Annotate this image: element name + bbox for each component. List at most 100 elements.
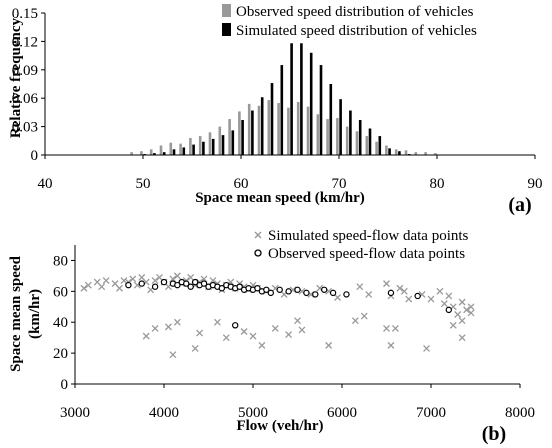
simulated-point-78 bbox=[271, 324, 279, 332]
observed-bar-56 bbox=[198, 136, 202, 155]
observed-bar-60 bbox=[238, 111, 241, 155]
simulated-point-18 bbox=[169, 275, 177, 283]
legend-label-observed-points: Observed speed-flow data points bbox=[268, 246, 465, 262]
simulated-point-14 bbox=[151, 277, 159, 284]
panel-b-x-axis-label: Flow (veh/hr) bbox=[236, 418, 323, 434]
b-y-tick-label-60: 60 bbox=[53, 284, 68, 300]
simulated-bar-69 bbox=[329, 84, 333, 155]
b-x-tick-label-7000: 7000 bbox=[416, 405, 446, 421]
simulated-point-89 bbox=[449, 321, 457, 329]
simulated-point-61 bbox=[458, 298, 466, 306]
simulated-point-72 bbox=[196, 329, 204, 337]
simulated-bar-59 bbox=[231, 130, 235, 155]
observed-point-9 bbox=[191, 278, 199, 286]
simulated-point-65 bbox=[458, 317, 466, 325]
simulated-point-70 bbox=[173, 318, 181, 326]
b-x-tick-label-5000: 5000 bbox=[238, 405, 268, 421]
b-y-tick-label-0: 0 bbox=[61, 377, 69, 393]
simulated-point-1 bbox=[84, 281, 92, 289]
simulated-bar-68 bbox=[319, 65, 323, 155]
panel-a-x-ticks: 40 50 60 70 80 90 bbox=[38, 155, 543, 192]
observed-bar-63 bbox=[267, 100, 271, 155]
simulated-point-88 bbox=[423, 345, 431, 352]
observed-bar-64 bbox=[277, 102, 280, 155]
simulated-point-84 bbox=[360, 312, 368, 320]
observed-point-26 bbox=[267, 289, 274, 297]
simulated-point-58 bbox=[445, 292, 453, 300]
a-x-tick-label-50: 50 bbox=[136, 176, 151, 192]
simulated-point-75 bbox=[240, 328, 248, 335]
simulated-point-82 bbox=[325, 341, 333, 349]
observed-bar-80 bbox=[434, 153, 437, 155]
observed-point-19 bbox=[236, 283, 243, 290]
panel-a-label: (a) bbox=[508, 194, 531, 216]
simulated-bar-57 bbox=[211, 138, 215, 155]
panel-b-label: (b) bbox=[482, 423, 506, 445]
panel-b-speed-flow: 3000 4000 5000 6000 7000 8000 0 20 40 60 80 Flow … bbox=[8, 228, 535, 445]
simulated-point-76 bbox=[249, 332, 257, 340]
simulated-bar-75 bbox=[388, 148, 391, 155]
panel-b-y-axis-label-line2: (km/hr) bbox=[27, 289, 43, 339]
observed-bar-76 bbox=[394, 149, 398, 155]
simulated-bar-55 bbox=[192, 144, 195, 155]
observed-point-25 bbox=[263, 286, 270, 293]
a-y-tick-label-0.12: 0.12 bbox=[12, 34, 38, 50]
simulated-point-71 bbox=[191, 345, 199, 352]
observed-point-23 bbox=[254, 285, 261, 292]
simulated-point-83 bbox=[351, 317, 359, 325]
simulated-bar-54 bbox=[182, 147, 186, 155]
legend-marker-simulated-x bbox=[254, 231, 262, 239]
observed-bar-50 bbox=[140, 151, 143, 155]
observed-point-31 bbox=[312, 291, 319, 298]
legend-marker-observed-circle bbox=[254, 249, 262, 257]
legend-label-observed: Observed speed distribution of vehicles bbox=[236, 4, 474, 20]
observed-bar-67 bbox=[306, 106, 310, 155]
simulated-bar-60 bbox=[241, 119, 244, 155]
panel-a-bars bbox=[130, 43, 437, 156]
a-y-tick-label-0.03: 0.03 bbox=[12, 120, 38, 136]
simulated-bar-65 bbox=[290, 43, 293, 155]
observed-bar-66 bbox=[296, 101, 300, 155]
observed-point-37 bbox=[231, 322, 239, 329]
observed-bar-79 bbox=[424, 152, 427, 155]
observed-point-33 bbox=[329, 289, 337, 297]
observed-point-30 bbox=[303, 289, 310, 297]
simulated-bar-52 bbox=[162, 152, 166, 155]
simulated-point-22 bbox=[187, 273, 195, 281]
simulated-point-7 bbox=[120, 277, 128, 284]
panel-a-y-axis-label: Relative frequency bbox=[8, 17, 24, 138]
observed-bar-51 bbox=[149, 149, 153, 155]
simulated-point-67 bbox=[151, 324, 159, 332]
observed-point-35 bbox=[387, 289, 395, 297]
simulated-point-81 bbox=[298, 326, 306, 334]
observed-bar-72 bbox=[355, 131, 359, 155]
panel-a-y-ticks: 0 0.03 0.06 0.09 0.12 0.15 bbox=[12, 6, 45, 164]
observed-bar-68 bbox=[316, 114, 320, 155]
simulated-point-6 bbox=[116, 284, 123, 292]
b-y-tick-label-80: 80 bbox=[53, 253, 68, 269]
simulated-point-64 bbox=[467, 303, 475, 311]
observed-bar-54 bbox=[179, 143, 182, 155]
simulated-point-73 bbox=[213, 318, 221, 326]
observed-bar-74 bbox=[375, 141, 378, 155]
simulated-bar-71 bbox=[349, 110, 352, 155]
simulated-point-62 bbox=[463, 306, 471, 314]
observed-bar-58 bbox=[218, 126, 222, 155]
simulated-bar-74 bbox=[378, 136, 382, 155]
simulated-bar-58 bbox=[221, 135, 225, 155]
observed-point-32 bbox=[321, 286, 328, 293]
observed-point-2 bbox=[151, 283, 159, 290]
simulated-point-47 bbox=[356, 283, 364, 291]
legend-label-simulated-points: Simulated speed-flow data points bbox=[268, 228, 469, 244]
b-x-tick-label-6000: 6000 bbox=[327, 405, 357, 421]
observed-point-11 bbox=[200, 280, 208, 287]
observed-point-36 bbox=[414, 292, 421, 300]
panel-b-legend: Simulated speed-flow data points Observe… bbox=[254, 228, 469, 262]
simulated-point-9 bbox=[129, 275, 137, 283]
panel-b-x-ticks: 3000 4000 5000 6000 7000 8000 bbox=[60, 384, 535, 421]
simulated-point-0 bbox=[80, 284, 88, 292]
observed-point-5 bbox=[174, 281, 181, 289]
legend-swatch-observed bbox=[222, 4, 231, 17]
simulated-point-63 bbox=[467, 309, 475, 317]
